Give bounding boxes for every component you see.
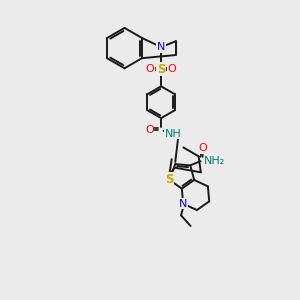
- Text: NH: NH: [165, 129, 182, 139]
- Text: O: O: [146, 64, 154, 74]
- Text: O: O: [199, 143, 207, 153]
- Text: O: O: [168, 64, 176, 74]
- Text: N: N: [179, 199, 187, 209]
- Text: NH₂: NH₂: [204, 156, 226, 166]
- Text: S: S: [165, 173, 173, 186]
- Text: N: N: [157, 42, 165, 52]
- Text: S: S: [157, 63, 165, 76]
- Text: O: O: [145, 125, 154, 135]
